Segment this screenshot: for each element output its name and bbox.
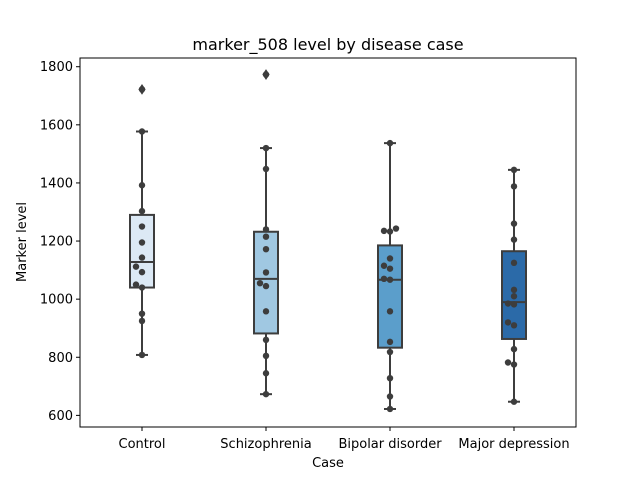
data-point xyxy=(262,245,270,253)
x-tick-label: Control xyxy=(119,437,166,452)
data-point xyxy=(262,165,270,173)
data-point xyxy=(256,279,264,287)
data-point xyxy=(262,226,270,233)
data-point xyxy=(138,86,146,93)
data-point xyxy=(138,268,146,276)
data-point xyxy=(386,308,394,315)
data-point xyxy=(386,228,394,235)
data-point xyxy=(138,223,146,230)
data-point xyxy=(380,262,388,269)
data-point xyxy=(262,233,270,240)
data-point xyxy=(386,374,394,382)
y-tick-label: 1400 xyxy=(40,176,73,191)
data-point xyxy=(510,398,518,405)
data-point xyxy=(386,348,394,356)
data-point xyxy=(262,269,270,276)
data-point xyxy=(386,338,394,346)
data-point xyxy=(504,359,512,366)
data-point xyxy=(386,393,394,400)
x-tick-label: Bipolar disorder xyxy=(338,437,442,452)
data-point xyxy=(510,286,518,294)
data-point xyxy=(510,322,518,329)
data-point xyxy=(380,275,388,283)
data-point xyxy=(386,265,394,272)
y-axis-label: Marker level xyxy=(15,202,30,282)
data-point xyxy=(138,317,146,325)
data-point xyxy=(510,293,518,300)
data-point xyxy=(510,301,518,308)
data-point xyxy=(392,225,400,232)
data-point xyxy=(262,282,270,290)
data-point xyxy=(132,281,140,288)
y-tick-label: 800 xyxy=(48,351,73,366)
data-point xyxy=(386,276,394,283)
data-point xyxy=(510,166,518,174)
data-point xyxy=(138,128,146,135)
data-point xyxy=(510,183,518,190)
data-point xyxy=(138,254,146,261)
chart-title: marker_508 level by disease case xyxy=(192,35,463,55)
data-point xyxy=(138,284,146,291)
plot-frame xyxy=(79,57,577,428)
data-point xyxy=(138,310,146,317)
data-point xyxy=(138,182,146,189)
x-tick-label: Major depression xyxy=(458,437,569,452)
data-point xyxy=(510,236,518,243)
y-tick-label: 1800 xyxy=(40,60,73,75)
data-point xyxy=(510,345,518,353)
data-point xyxy=(262,71,270,78)
box xyxy=(377,244,403,349)
data-point xyxy=(262,390,270,398)
x-tick-label: Schizophrenia xyxy=(220,437,311,452)
y-tick-label: 1200 xyxy=(40,235,73,250)
data-point xyxy=(262,352,270,360)
x-axis-label: Case xyxy=(312,456,344,471)
data-point xyxy=(262,308,270,315)
data-point xyxy=(510,361,518,368)
data-point xyxy=(132,263,140,270)
data-point xyxy=(380,227,388,235)
y-tick-label: 1000 xyxy=(40,293,73,308)
data-point xyxy=(138,351,146,359)
data-point xyxy=(138,239,146,246)
plot-area xyxy=(79,57,577,428)
data-point xyxy=(504,319,512,326)
data-point xyxy=(386,255,394,262)
data-point xyxy=(510,220,518,227)
data-point xyxy=(262,370,270,377)
data-point xyxy=(262,336,270,344)
y-tick-label: 600 xyxy=(48,409,73,424)
data-point xyxy=(386,405,394,413)
y-tick-label: 1600 xyxy=(40,118,73,133)
data-point xyxy=(138,207,146,215)
data-point xyxy=(510,259,518,267)
data-point xyxy=(262,144,270,152)
data-point xyxy=(386,139,394,147)
data-point xyxy=(504,300,512,307)
